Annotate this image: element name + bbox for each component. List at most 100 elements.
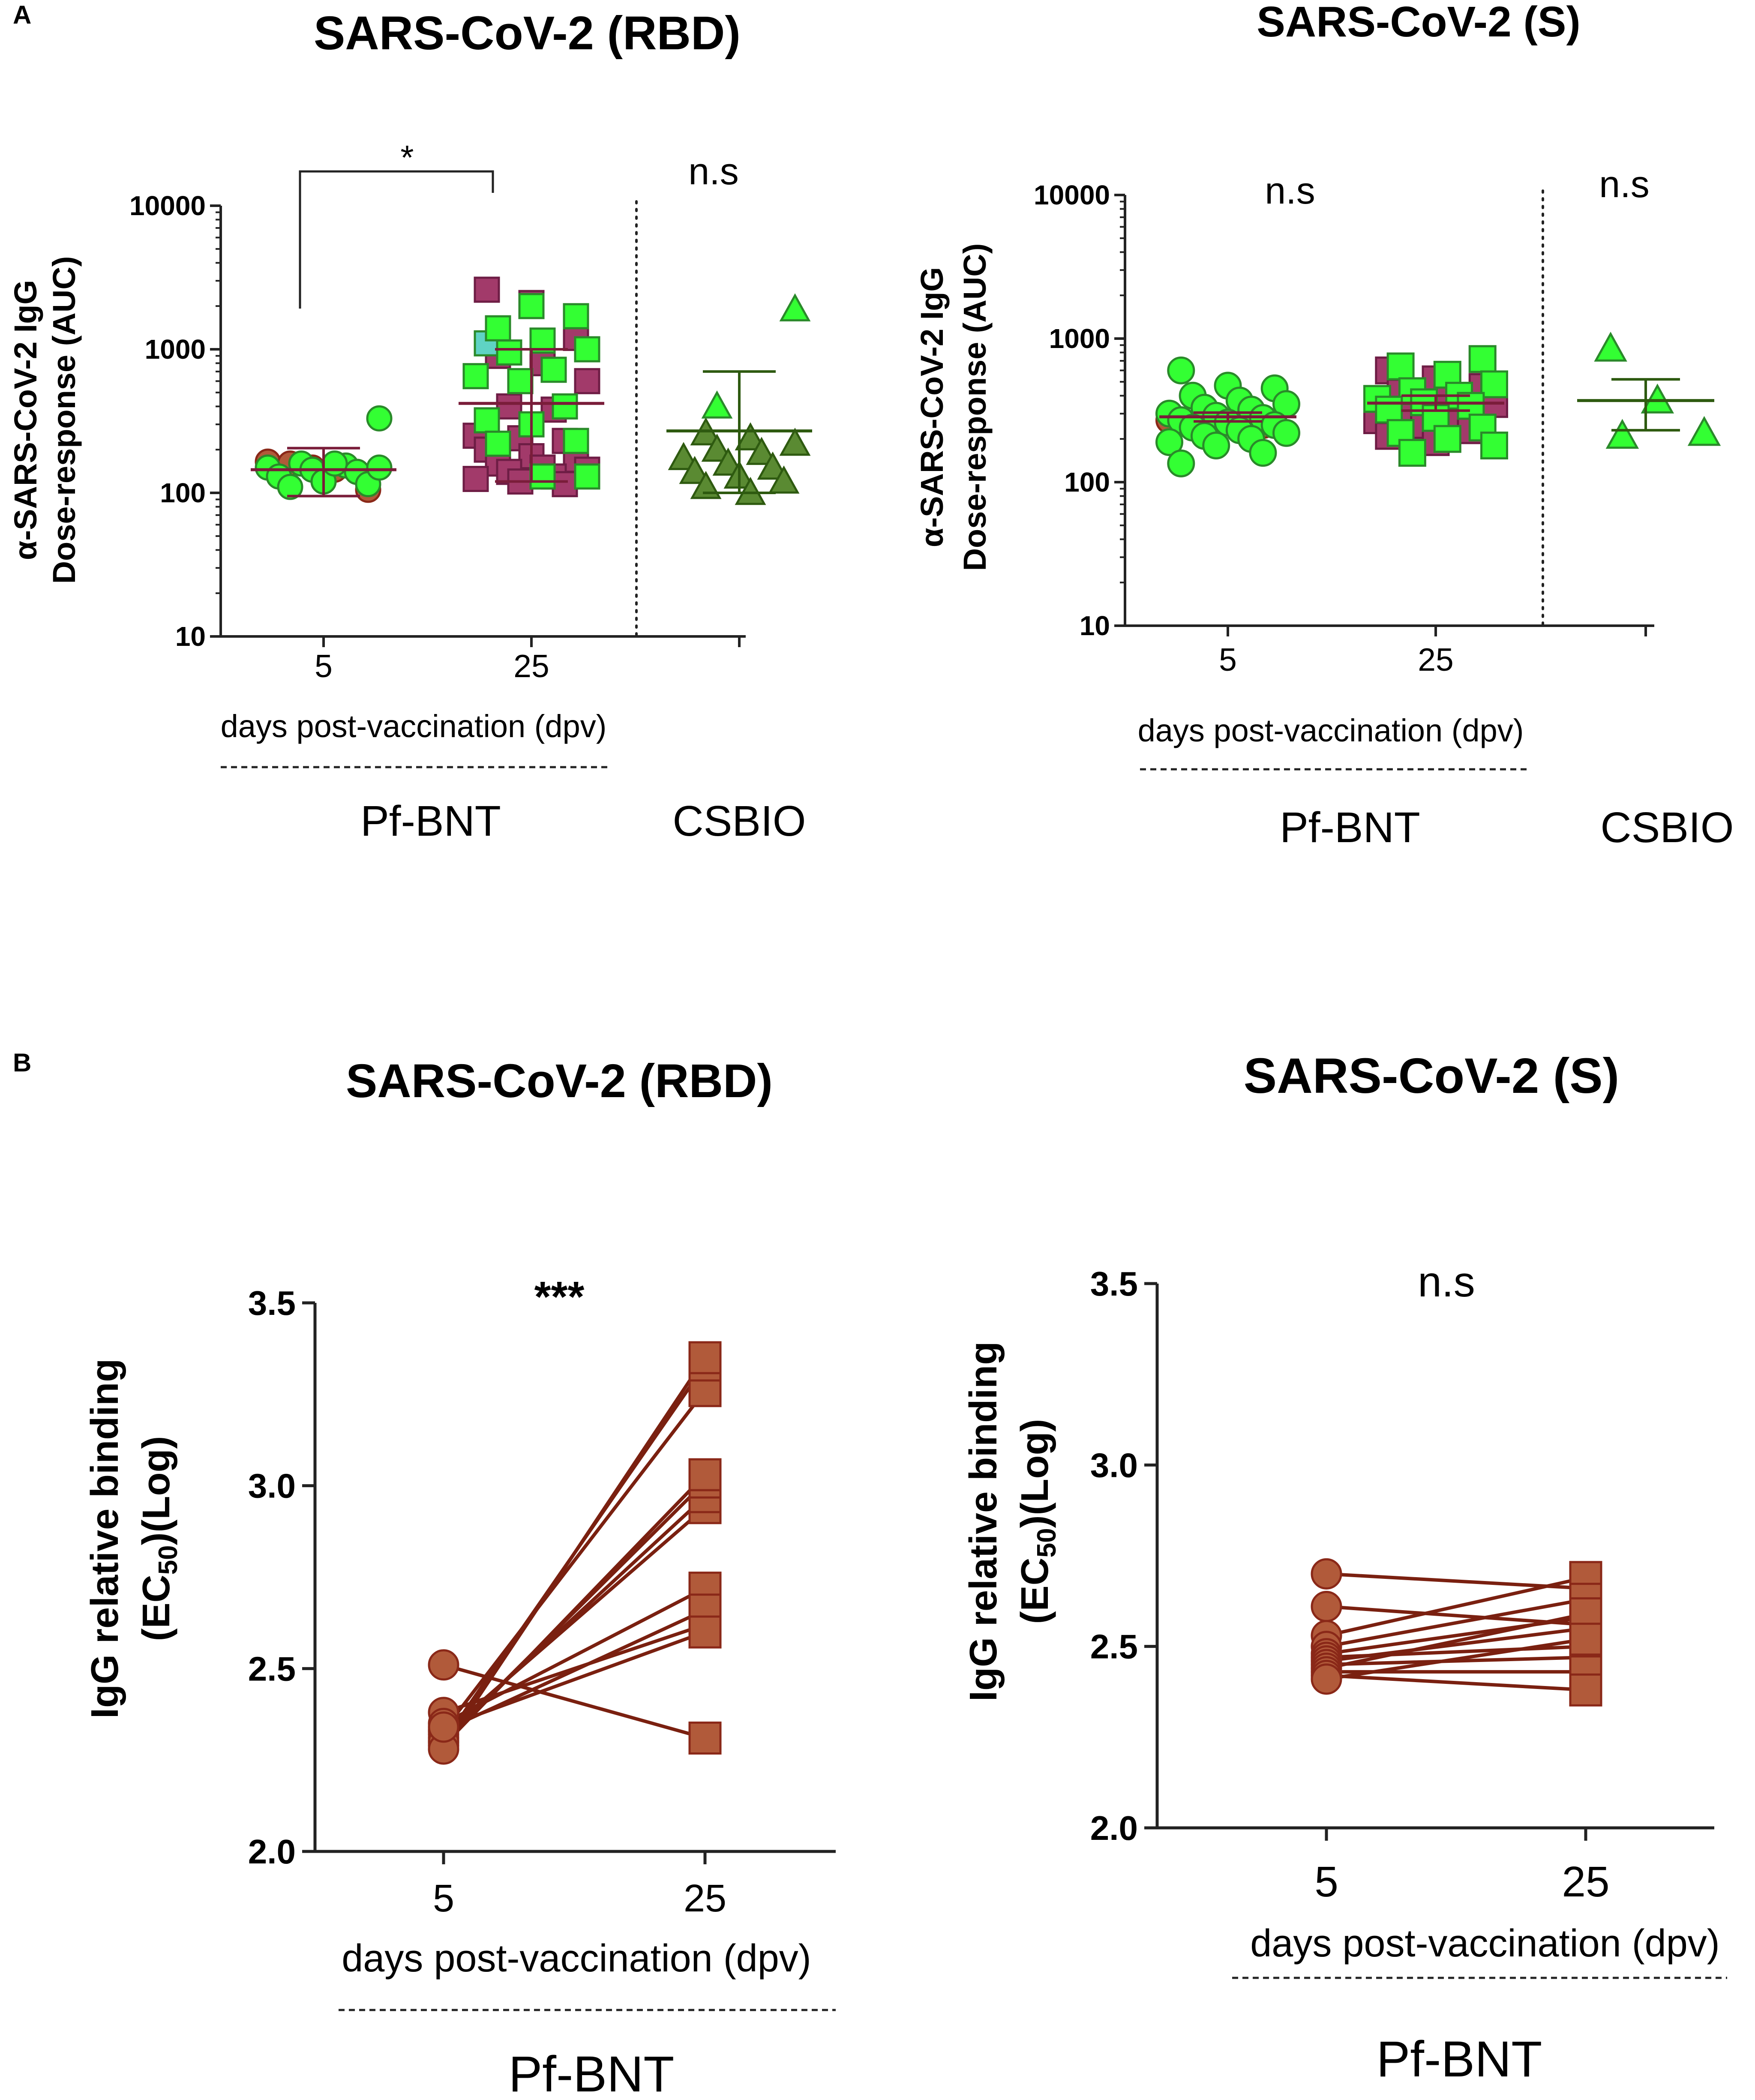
panel-label-a: A (13, 0, 31, 29)
ns-annotation-right: n.s (1599, 163, 1649, 205)
data-point (1594, 331, 1627, 362)
data-point (529, 463, 556, 490)
data-point (1480, 431, 1508, 459)
data-point-day5 (428, 1711, 459, 1743)
data-point (1386, 419, 1415, 447)
y-tick-label: 2.0 (1090, 1809, 1138, 1847)
x-axis-label: days post-vaccination (dpv) (1250, 1922, 1720, 1965)
data-point (474, 407, 500, 434)
data-point (574, 463, 600, 490)
mean-sd-bars (1159, 378, 1714, 432)
data-point (668, 442, 699, 470)
y-ticks: 10 100 1000 10000 (129, 190, 221, 652)
x-axis-label: days post-vaccination (dpv) (221, 708, 607, 744)
x-tick-label-25: 25 (513, 648, 549, 684)
pair-line (442, 1473, 706, 1747)
chart-title: SARS-CoV-2 (S) (1244, 1048, 1620, 1104)
data-point (779, 427, 811, 456)
significance-bracket (299, 170, 494, 309)
data-point (496, 393, 522, 420)
data-point (757, 451, 789, 480)
ns-annotation: n.s (688, 150, 738, 192)
data-point-day5 (1311, 1591, 1342, 1623)
chart-title: SARS-CoV-2 (S) (1257, 0, 1581, 46)
group-label-pf-bnt: Pf-BNT (1377, 2031, 1542, 2088)
ns-annotation-left: n.s (1265, 169, 1315, 212)
pair-line (1326, 1656, 1586, 1666)
y-axis-label-line1: α-SARS-CoV-2 IgG (914, 267, 950, 547)
data-point (574, 336, 600, 363)
x-tick-label-5: 5 (433, 1877, 454, 1920)
data-point (552, 393, 578, 420)
data-point (1155, 428, 1183, 456)
y-tick-label: 3.0 (1090, 1446, 1138, 1484)
y-axis-label: α-SARS-CoV-2 IgG Dose-response (AUC) (914, 243, 993, 571)
data-point (462, 363, 489, 390)
data-point (485, 315, 511, 342)
data-point (366, 454, 393, 481)
panel-b-rbd-chart: B SARS-CoV-2 (RBD) IgG relative binding … (13, 1048, 836, 2100)
data-point (462, 466, 489, 492)
data-point (1480, 370, 1508, 399)
significance-star: * (400, 138, 414, 177)
y-tick-label: 1000 (145, 334, 206, 365)
y-tick-label: 10 (1080, 610, 1110, 641)
y-tick-label: 3.5 (1090, 1265, 1138, 1303)
y-ticks: 10 100 1000 10000 (1034, 180, 1125, 641)
paired-lines (428, 1341, 722, 1765)
data-point (474, 276, 500, 303)
chart-title: SARS-CoV-2 (RBD) (346, 1055, 773, 1107)
data-point (735, 477, 766, 505)
data-point (1433, 425, 1461, 453)
data-point (1398, 439, 1426, 467)
y-axis-label: IgG relative binding (EC50)(Log) (962, 1341, 1062, 1701)
y-tick-label: 100 (1064, 467, 1110, 498)
data-point (552, 471, 578, 498)
data-point-day25 (688, 1458, 722, 1491)
axes (1124, 189, 1654, 636)
data-point (485, 430, 511, 457)
data-point-day5 (428, 1649, 459, 1681)
data-point (779, 293, 811, 321)
x-axis-label: days post-vaccination (dpv) (1138, 713, 1524, 748)
y-tick-label: 1000 (1049, 323, 1110, 354)
data-point-day5 (1311, 1663, 1342, 1695)
data-point (496, 339, 522, 366)
axes (1155, 1284, 1714, 1841)
x-tick-label-25: 25 (1562, 1858, 1609, 1906)
data-point (746, 437, 777, 465)
group-label-csbio: CSBIO (1600, 804, 1734, 852)
chart-title: SARS-CoV-2 (RBD) (314, 7, 741, 60)
pair-line (443, 1630, 706, 1729)
pair-line (442, 1389, 707, 1732)
y-tick-label: 3.0 (248, 1467, 296, 1505)
x-tick-label-25: 25 (684, 1877, 726, 1920)
data-points (1155, 331, 1721, 477)
data-point (366, 405, 393, 432)
y-tick-label: 10000 (129, 190, 206, 221)
mean-sd-bars (251, 348, 812, 498)
x-tick-label-25: 25 (1418, 642, 1453, 678)
pair-line (1326, 1597, 1586, 1648)
data-point (1167, 356, 1195, 384)
data-point (1468, 345, 1497, 373)
data-point (679, 456, 711, 484)
data-point (1249, 439, 1277, 467)
data-point-day25 (688, 1721, 722, 1755)
x-tick-label-5: 5 (1314, 1858, 1338, 1906)
y-axis-label-line2: Dose-response (AUC) (957, 243, 993, 571)
pair-line (1326, 1637, 1586, 1681)
paired-lines (1311, 1558, 1602, 1707)
y-tick-label: 3.5 (248, 1284, 296, 1322)
data-point-day25 (688, 1341, 722, 1374)
data-point (1272, 419, 1300, 447)
y-axis-label-line1: IgG relative binding (84, 1359, 126, 1719)
y-tick-label: 2.5 (1090, 1628, 1138, 1666)
data-point (1605, 419, 1639, 449)
pair-line (1326, 1626, 1586, 1663)
data-point (735, 422, 766, 450)
data-point (701, 433, 733, 462)
y-axis-label: α-SARS-CoV-2 IgG Dose-response (AUC) (8, 256, 82, 584)
data-point-day25 (1569, 1623, 1602, 1656)
